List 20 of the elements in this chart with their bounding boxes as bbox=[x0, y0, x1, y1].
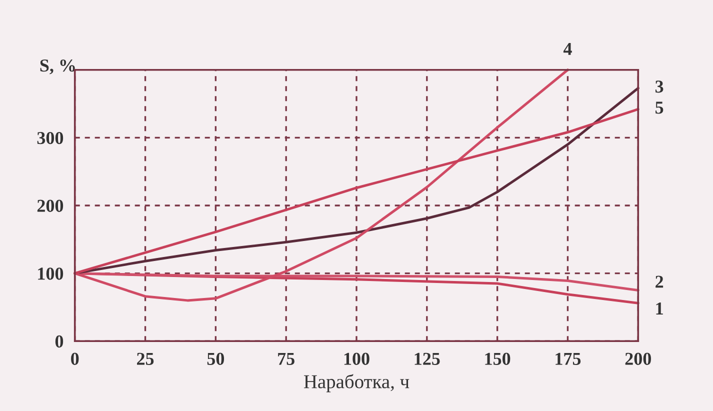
y-axis-title: S, % bbox=[40, 59, 75, 74]
x-tick-label: 175 bbox=[556, 352, 581, 365]
y-tick-label: 200 bbox=[37, 200, 64, 212]
series-label: 3 bbox=[655, 80, 664, 93]
x-tick-label: 200 bbox=[625, 352, 651, 365]
y-tick-label: 0 bbox=[55, 335, 64, 348]
x-tick-label: 100 bbox=[344, 352, 370, 365]
series-label: 2 bbox=[656, 276, 664, 288]
series-label: 5 bbox=[656, 102, 664, 114]
x-tick-label: 125 bbox=[414, 352, 440, 365]
x-tick-label: 0 bbox=[71, 352, 79, 365]
x-tick-label: 75 bbox=[278, 352, 294, 365]
y-tick-label: 300 bbox=[37, 132, 64, 144]
x-tick-label: 150 bbox=[485, 352, 510, 365]
series-label: 1 bbox=[656, 302, 663, 314]
x-tick-label: 50 bbox=[207, 352, 224, 365]
series-label: 4 bbox=[563, 43, 572, 55]
y-tick-label: 100 bbox=[38, 268, 64, 280]
x-axis-title: Наработка, ч bbox=[304, 374, 410, 392]
x-tick-label: 25 bbox=[137, 352, 154, 365]
